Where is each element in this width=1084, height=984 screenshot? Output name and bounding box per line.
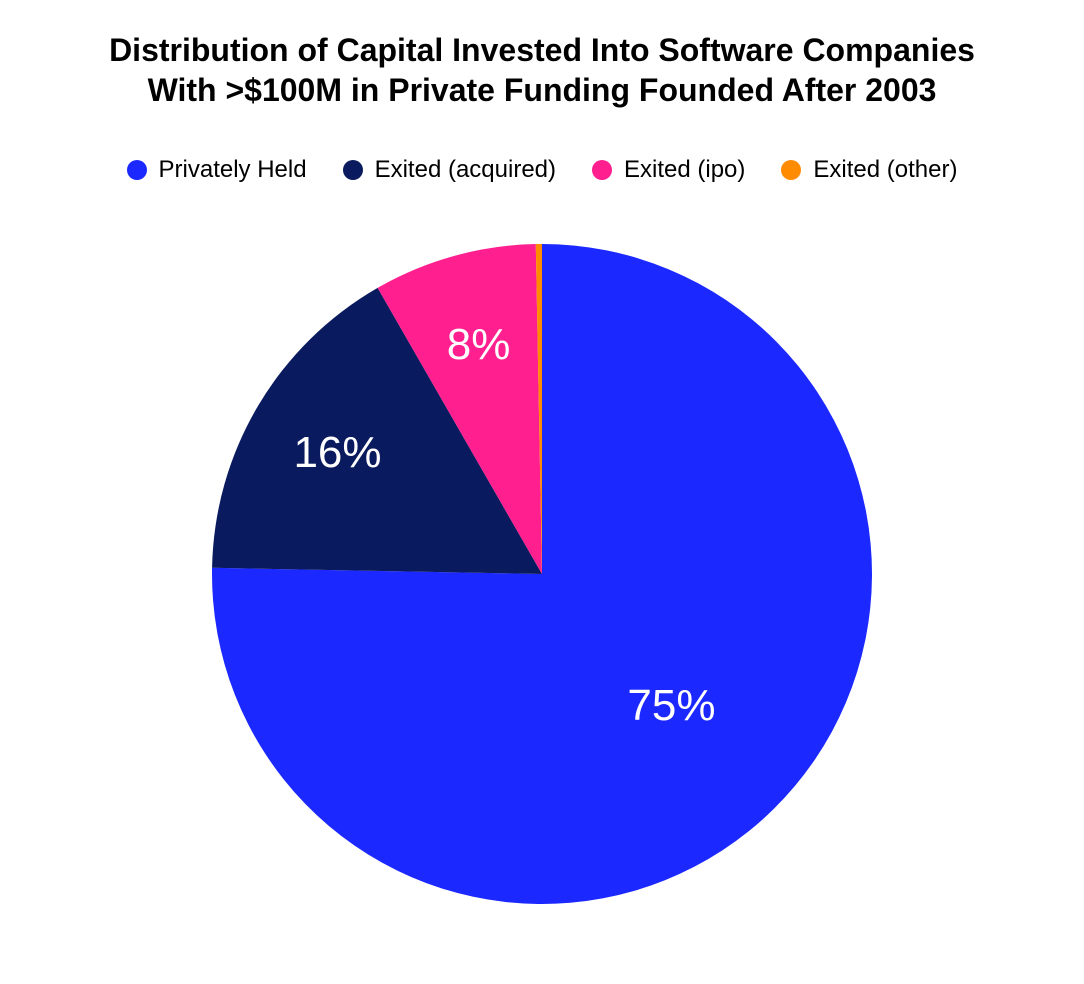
legend-dot-icon	[343, 160, 363, 180]
legend-item-privately-held: Privately Held	[127, 156, 307, 184]
legend-item-exited-acquired: Exited (acquired)	[343, 156, 556, 184]
legend-dot-icon	[781, 160, 801, 180]
legend-label: Exited (ipo)	[624, 156, 745, 184]
legend-dot-icon	[592, 160, 612, 180]
legend-item-exited-ipo: Exited (ipo)	[592, 156, 745, 184]
legend-label: Privately Held	[159, 156, 307, 184]
chart-title-line1: Distribution of Capital Invested Into So…	[0, 30, 1084, 70]
pie-chart: 75% 16% 8%	[212, 244, 872, 904]
pie-slice-label: 75%	[627, 681, 715, 731]
chart-container: Distribution of Capital Invested Into So…	[0, 0, 1084, 984]
pie-svg	[212, 244, 872, 904]
legend-label: Exited (other)	[813, 156, 957, 184]
chart-title-line2: With >$100M in Private Funding Founded A…	[0, 70, 1084, 110]
legend-item-exited-other: Exited (other)	[781, 156, 957, 184]
pie-slice-label: 16%	[293, 428, 381, 478]
legend-label: Exited (acquired)	[375, 156, 556, 184]
chart-legend: Privately Held Exited (acquired) Exited …	[0, 156, 1084, 184]
legend-dot-icon	[127, 160, 147, 180]
pie-slice-label: 8%	[447, 320, 511, 370]
chart-title: Distribution of Capital Invested Into So…	[0, 0, 1084, 110]
